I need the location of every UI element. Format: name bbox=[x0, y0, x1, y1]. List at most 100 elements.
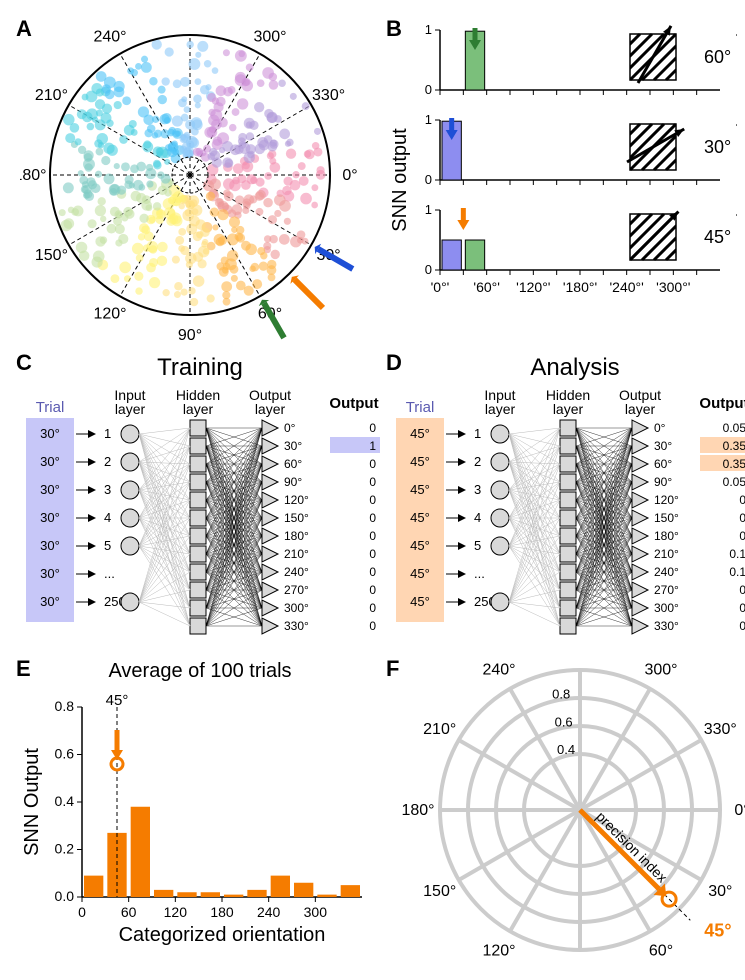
svg-text:30°: 30° bbox=[40, 594, 60, 609]
svg-text:60°: 60° bbox=[704, 47, 731, 67]
svg-text:0: 0 bbox=[369, 511, 376, 525]
panel-c-title: Training bbox=[20, 354, 380, 382]
panel-d-label: D bbox=[386, 350, 402, 376]
svg-text:0: 0 bbox=[739, 619, 745, 633]
svg-text:90°: 90° bbox=[654, 475, 672, 489]
svg-text:180°: 180° bbox=[20, 167, 47, 184]
svg-text:45°: 45° bbox=[704, 227, 731, 247]
svg-text:180°: 180° bbox=[401, 802, 434, 819]
svg-text:30°: 30° bbox=[40, 510, 60, 525]
svg-text:3: 3 bbox=[474, 482, 481, 497]
svg-text:0°: 0° bbox=[342, 167, 357, 184]
svg-text:0.05: 0.05 bbox=[723, 421, 745, 435]
svg-text:0: 0 bbox=[369, 421, 376, 435]
svg-text:150°: 150° bbox=[35, 247, 68, 264]
svg-text:0: 0 bbox=[369, 493, 376, 507]
svg-text:0°: 0° bbox=[734, 802, 745, 819]
svg-text:0: 0 bbox=[425, 82, 432, 97]
svg-text:270°: 270° bbox=[284, 583, 309, 597]
avg-bar-chart: 0.00.20.40.60.8SNN Output060120180240300… bbox=[20, 687, 380, 957]
svg-text:210°: 210° bbox=[423, 721, 456, 738]
svg-text:150°: 150° bbox=[423, 883, 456, 900]
svg-text:0: 0 bbox=[369, 619, 376, 633]
svg-text:30°: 30° bbox=[708, 883, 732, 900]
svg-text:0: 0 bbox=[78, 904, 86, 920]
svg-text:5: 5 bbox=[474, 538, 481, 553]
svg-text:1: 1 bbox=[474, 426, 481, 441]
svg-text:'60°': '60°' bbox=[473, 279, 500, 295]
svg-text:layer: layer bbox=[115, 401, 146, 417]
svg-text:120°: 120° bbox=[482, 942, 515, 959]
svg-text:1: 1 bbox=[425, 22, 432, 37]
svg-text:30°: 30° bbox=[40, 454, 60, 469]
network-training: TrialInputlayerHiddenlayerOutputlayerOut… bbox=[20, 386, 380, 646]
svg-text:60°: 60° bbox=[649, 942, 673, 959]
svg-text:120°: 120° bbox=[284, 493, 309, 507]
svg-text:60°: 60° bbox=[654, 457, 672, 471]
svg-text:300°: 300° bbox=[644, 662, 677, 679]
svg-text:0.1: 0.1 bbox=[729, 547, 745, 561]
svg-text:Trial: Trial bbox=[406, 399, 435, 416]
svg-text:5: 5 bbox=[104, 538, 111, 553]
svg-text:'180°': '180°' bbox=[563, 279, 597, 295]
svg-text:120°: 120° bbox=[654, 493, 679, 507]
polar-cluster: 0°30°60°90°120°150°180°210°240°270°300°3… bbox=[20, 20, 380, 340]
svg-text:layer: layer bbox=[485, 401, 516, 417]
precision-polar: 0°30°60°90°120°150°180°210°240°270°300°3… bbox=[390, 660, 745, 960]
svg-text:45°: 45° bbox=[410, 454, 430, 469]
svg-text:SNN output: SNN output bbox=[390, 128, 411, 232]
svg-text:120°: 120° bbox=[93, 306, 126, 323]
svg-text:4: 4 bbox=[474, 510, 481, 525]
svg-text:45°: 45° bbox=[106, 692, 129, 709]
svg-text:Categorized orientation: Categorized orientation bbox=[119, 924, 326, 946]
panel-b-label: B bbox=[386, 16, 402, 42]
svg-text:0.05: 0.05 bbox=[723, 475, 745, 489]
svg-text:150°: 150° bbox=[284, 511, 309, 525]
snn-output-bars: SNN output0160°0130°0145°'0°''60°''120°'… bbox=[390, 20, 740, 340]
svg-text:30°: 30° bbox=[40, 426, 60, 441]
svg-text:45°: 45° bbox=[410, 538, 430, 553]
svg-text:0: 0 bbox=[425, 262, 432, 277]
svg-text:'120°': '120°' bbox=[516, 279, 550, 295]
network-analysis: TrialInputlayerHiddenlayerOutputlayerOut… bbox=[390, 386, 745, 646]
svg-text:330°: 330° bbox=[704, 721, 737, 738]
svg-text:210°: 210° bbox=[35, 87, 68, 104]
svg-text:45°: 45° bbox=[410, 594, 430, 609]
svg-text:330°: 330° bbox=[284, 619, 309, 633]
svg-text:0: 0 bbox=[369, 601, 376, 615]
panel-a: A 0°30°60°90°120°150°180°210°240°270°300… bbox=[20, 20, 380, 340]
panel-e: E Average of 100 trials 0.00.20.40.60.8S… bbox=[20, 660, 380, 960]
svg-text:0.8: 0.8 bbox=[55, 698, 75, 714]
panel-b: B SNN output0160°0130°0145°'0°''60°''120… bbox=[390, 20, 745, 340]
svg-text:Trial: Trial bbox=[36, 399, 65, 416]
panel-e-label: E bbox=[16, 656, 31, 682]
svg-text:4: 4 bbox=[104, 510, 111, 525]
svg-text:1: 1 bbox=[425, 112, 432, 127]
panel-e-title: Average of 100 trials bbox=[20, 660, 380, 683]
svg-text:0: 0 bbox=[739, 601, 745, 615]
svg-text:300°: 300° bbox=[654, 601, 679, 615]
svg-text:layer: layer bbox=[183, 401, 214, 417]
svg-text:0.8: 0.8 bbox=[552, 686, 570, 701]
svg-text:1: 1 bbox=[425, 202, 432, 217]
panel-f: F 0°30°60°90°120°150°180°210°240°270°300… bbox=[390, 660, 745, 960]
svg-text:240°: 240° bbox=[93, 28, 126, 45]
svg-text:0.0: 0.0 bbox=[55, 888, 75, 904]
svg-text:300: 300 bbox=[304, 904, 328, 920]
svg-text:0: 0 bbox=[369, 529, 376, 543]
panel-f-label: F bbox=[386, 656, 399, 682]
svg-text:0: 0 bbox=[739, 529, 745, 543]
svg-text:Output: Output bbox=[329, 395, 378, 412]
panel-a-label: A bbox=[16, 16, 32, 42]
svg-text:45°: 45° bbox=[410, 426, 430, 441]
svg-text:330°: 330° bbox=[654, 619, 679, 633]
svg-text:Output: Output bbox=[699, 395, 745, 412]
svg-text:30°: 30° bbox=[40, 482, 60, 497]
svg-text:0.6: 0.6 bbox=[555, 714, 573, 729]
svg-text:60: 60 bbox=[121, 904, 137, 920]
svg-text:30°: 30° bbox=[40, 566, 60, 581]
svg-text:0.35: 0.35 bbox=[723, 457, 745, 471]
svg-text:3: 3 bbox=[104, 482, 111, 497]
svg-text:'0°': '0°' bbox=[431, 279, 450, 295]
svg-text:180°: 180° bbox=[654, 529, 679, 543]
